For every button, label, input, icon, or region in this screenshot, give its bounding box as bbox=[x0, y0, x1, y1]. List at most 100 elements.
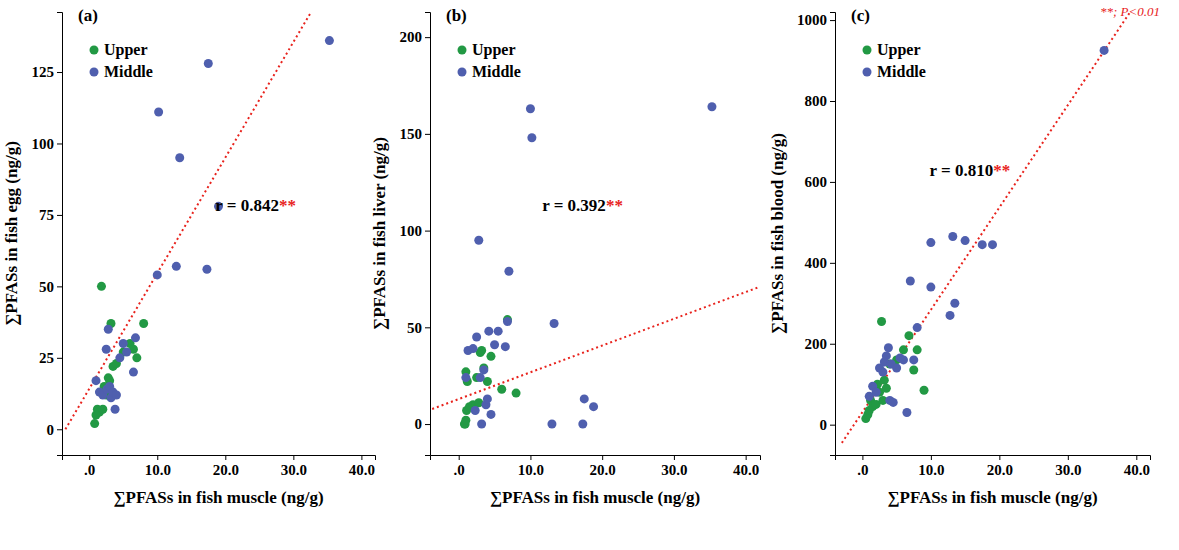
panel: .010.020.030.040.002004006008001000(c)Up… bbox=[768, 4, 1160, 507]
point bbox=[1100, 46, 1109, 55]
y-tick: 100 bbox=[32, 136, 63, 152]
annotation-text: r = 0.392 bbox=[542, 196, 606, 215]
series bbox=[861, 317, 928, 423]
y-tick: 75 bbox=[39, 207, 62, 223]
legend-label: Upper bbox=[472, 41, 516, 59]
x-axis-title: ∑PFASs in fish muscle (ng/g) bbox=[490, 488, 700, 507]
legend-marker bbox=[863, 68, 872, 77]
x-axis-title: ∑PFASs in fish muscle (ng/g) bbox=[113, 488, 323, 507]
point bbox=[884, 343, 893, 352]
y-tick-mark bbox=[57, 286, 62, 287]
point bbox=[484, 327, 493, 336]
y-tick: 0 bbox=[47, 422, 63, 438]
annotation: r = 0.842** bbox=[215, 196, 296, 215]
x-tick-mark bbox=[999, 455, 1000, 460]
panel-title: (c) bbox=[851, 6, 870, 25]
x-tick-label: 40.0 bbox=[733, 462, 759, 478]
x-tick-mark bbox=[361, 455, 362, 460]
x-axis: .010.020.030.040.0 bbox=[431, 455, 761, 478]
x-tick-mark bbox=[931, 455, 932, 460]
point bbox=[889, 398, 898, 407]
x-tick-mark bbox=[746, 455, 747, 460]
y-axis: 02004006008001000 bbox=[797, 12, 836, 455]
x-tick-label: 40.0 bbox=[349, 462, 375, 478]
legend-marker bbox=[90, 46, 99, 55]
y-tick-label: 0 bbox=[820, 417, 828, 433]
point bbox=[111, 405, 120, 414]
y-tick: 1000 bbox=[797, 12, 835, 28]
x-axis-line bbox=[63, 456, 376, 461]
y-tick: 50 bbox=[407, 320, 430, 336]
y-axis-title: ∑PFASs in fish egg (ng/g) bbox=[2, 141, 21, 326]
point bbox=[122, 348, 131, 357]
point bbox=[550, 319, 559, 328]
annotation: r = 0.392** bbox=[542, 196, 623, 215]
y-axis: 0255075100125 bbox=[32, 13, 63, 456]
point bbox=[97, 282, 106, 291]
legend-label: Middle bbox=[877, 63, 926, 80]
legend-label: Upper bbox=[104, 41, 148, 59]
point bbox=[902, 408, 911, 417]
x-tick: .0 bbox=[454, 455, 465, 478]
x-tick: 30.0 bbox=[281, 455, 307, 478]
series bbox=[92, 36, 334, 414]
y-tick-label: 200 bbox=[805, 336, 828, 352]
point bbox=[527, 133, 536, 142]
annotation-significance: ** bbox=[606, 196, 623, 215]
point bbox=[909, 366, 918, 375]
x-tick-mark bbox=[459, 455, 460, 460]
x-tick: 20.0 bbox=[590, 455, 616, 478]
x-tick: .0 bbox=[857, 455, 868, 478]
point bbox=[154, 108, 163, 117]
legend-marker bbox=[458, 68, 467, 77]
annotation-text: r = 0.842 bbox=[215, 196, 279, 215]
point bbox=[913, 323, 922, 332]
point bbox=[202, 265, 211, 274]
y-tick-mark bbox=[830, 425, 835, 426]
y-tick: 400 bbox=[805, 255, 836, 271]
point bbox=[90, 419, 99, 428]
y-tick-mark bbox=[830, 263, 835, 264]
y-tick: 0 bbox=[415, 416, 431, 432]
point bbox=[477, 420, 486, 429]
panel-title: (b) bbox=[446, 6, 467, 25]
point bbox=[899, 345, 908, 354]
point bbox=[175, 153, 184, 162]
series bbox=[460, 315, 521, 428]
y-axis-line bbox=[830, 13, 836, 456]
point bbox=[486, 410, 495, 419]
x-tick-mark bbox=[1136, 455, 1137, 460]
point bbox=[471, 406, 480, 415]
y-tick-label: 400 bbox=[805, 255, 828, 271]
y-axis-title: ∑PFASs in fish liver (ng/g) bbox=[370, 137, 389, 330]
x-tick-mark bbox=[1068, 455, 1069, 460]
y-tick-mark bbox=[425, 231, 430, 232]
y-tick: 0 bbox=[820, 417, 836, 433]
series bbox=[461, 102, 716, 428]
point bbox=[483, 394, 492, 403]
point bbox=[578, 420, 587, 429]
y-axis-title: ∑PFASs in fish blood (ng/g) bbox=[768, 133, 787, 334]
point bbox=[906, 277, 915, 286]
point bbox=[904, 331, 913, 340]
annotation-text: r = 0.810 bbox=[930, 161, 994, 180]
point bbox=[880, 376, 889, 385]
plot-area bbox=[65, 12, 334, 429]
point bbox=[477, 346, 486, 355]
y-tick: 125 bbox=[32, 64, 63, 80]
y-tick-mark bbox=[57, 358, 62, 359]
y-tick-label: 800 bbox=[805, 93, 828, 109]
x-axis: .010.020.030.040.0 bbox=[63, 455, 376, 478]
x-tick-label: 30.0 bbox=[1055, 462, 1081, 478]
y-tick-mark bbox=[425, 134, 430, 135]
legend-label: Upper bbox=[877, 41, 921, 59]
x-axis-line bbox=[836, 456, 1151, 461]
point bbox=[872, 388, 881, 397]
point bbox=[472, 332, 481, 341]
point bbox=[920, 386, 929, 395]
y-tick: 200 bbox=[805, 336, 836, 352]
y-tick-label: 25 bbox=[39, 350, 54, 366]
x-tick-label: 30.0 bbox=[281, 462, 307, 478]
point bbox=[512, 389, 521, 398]
point bbox=[580, 394, 589, 403]
